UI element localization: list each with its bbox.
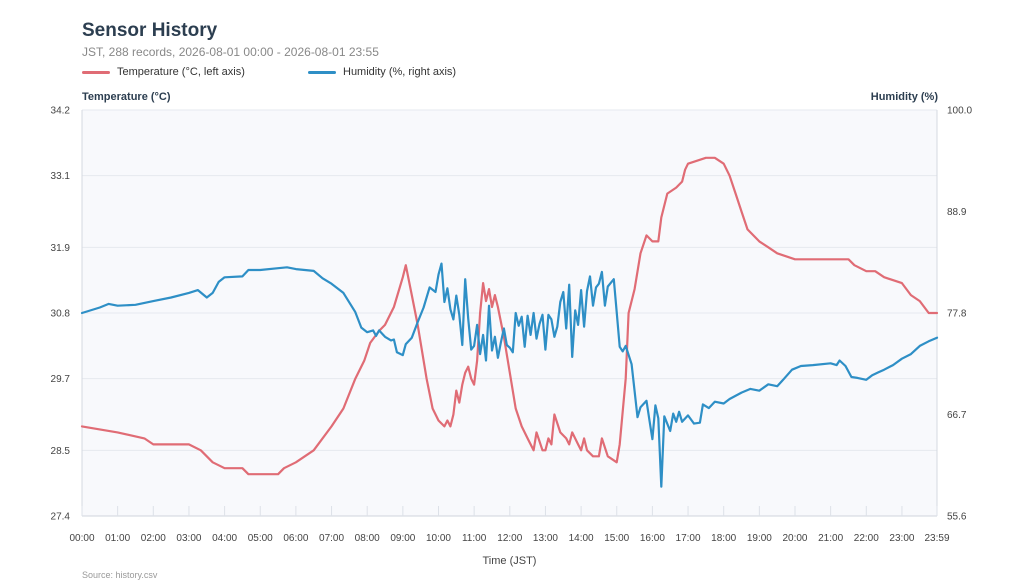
x-tick-label: 13:00	[533, 533, 558, 544]
y-left-tick-label: 28.5	[51, 446, 71, 457]
legend-label-humidity: Humidity (%, right axis)	[343, 66, 457, 78]
x-tick-label: 06:00	[283, 533, 308, 544]
y-left-tick-label: 27.4	[51, 512, 71, 523]
y-right-tick-label: 88.9	[947, 207, 967, 218]
legend-item-humidity[interactable]: Humidity (%, right axis)	[308, 66, 456, 78]
x-tick-label: 12:00	[497, 533, 522, 544]
x-tick-label: 15:00	[604, 533, 629, 544]
chart-title: Sensor History	[82, 20, 218, 41]
x-tick-label: 03:00	[176, 533, 201, 544]
y-right-tick-label: 55.6	[947, 512, 967, 523]
x-tick-label: 21:00	[818, 533, 843, 544]
legend-item-temperature[interactable]: Temperature (°C, left axis)	[82, 66, 245, 78]
y-axis-left-title: Temperature (°C)	[82, 91, 171, 103]
chart-subtitle: JST, 288 records, 2026-08-01 00:00 - 202…	[82, 45, 379, 59]
series-group	[80, 156, 939, 488]
y-right-tick-label: 77.8	[947, 309, 967, 320]
y-left-tick-label: 34.2	[51, 106, 71, 117]
x-axis-title: Time (JST)	[483, 555, 537, 567]
legend-swatch-temperature	[82, 70, 110, 74]
x-tick-label: 23:00	[889, 533, 914, 544]
x-tick-label: 11:00	[462, 533, 487, 544]
series-line-humidity[interactable]	[80, 262, 939, 488]
x-tick-label: 00:00	[69, 533, 94, 544]
legend-swatch-humidity	[308, 70, 336, 74]
y-axis-right-title: Humidity (%)	[870, 91, 938, 103]
legend-label-temperature: Temperature (°C, left axis)	[117, 66, 245, 78]
x-tick-label: 05:00	[248, 533, 273, 544]
x-tick-label: 23:59	[924, 533, 949, 544]
x-tick-label: 02:00	[141, 533, 166, 544]
x-tick-label: 14:00	[569, 533, 594, 544]
x-tick-label: 01:00	[105, 533, 130, 544]
x-tick-label: 19:00	[747, 533, 772, 544]
x-tick-label: 09:00	[390, 533, 415, 544]
y-left-tick-label: 33.1	[51, 171, 71, 182]
x-tick-label: 10:00	[426, 533, 451, 544]
x-tick-label: 08:00	[355, 533, 380, 544]
x-tick-label: 16:00	[640, 533, 665, 544]
x-tick-label: 04:00	[212, 533, 237, 544]
y-left-tick-label: 30.8	[51, 309, 71, 320]
x-tick-label: 18:00	[711, 533, 736, 544]
series-line-temperature[interactable]	[80, 156, 939, 476]
y-left-tick-label: 29.7	[51, 374, 71, 385]
y-right-tick-label: 100.0	[947, 106, 972, 117]
x-tick-label: 22:00	[854, 533, 879, 544]
source-note: Source: history.csv	[82, 570, 158, 580]
x-tick-label: 20:00	[782, 533, 807, 544]
x-tick-label: 07:00	[319, 533, 344, 544]
y-right-tick-label: 66.7	[947, 410, 967, 421]
y-left-tick-label: 31.9	[51, 243, 71, 254]
x-tick-label: 17:00	[676, 533, 701, 544]
